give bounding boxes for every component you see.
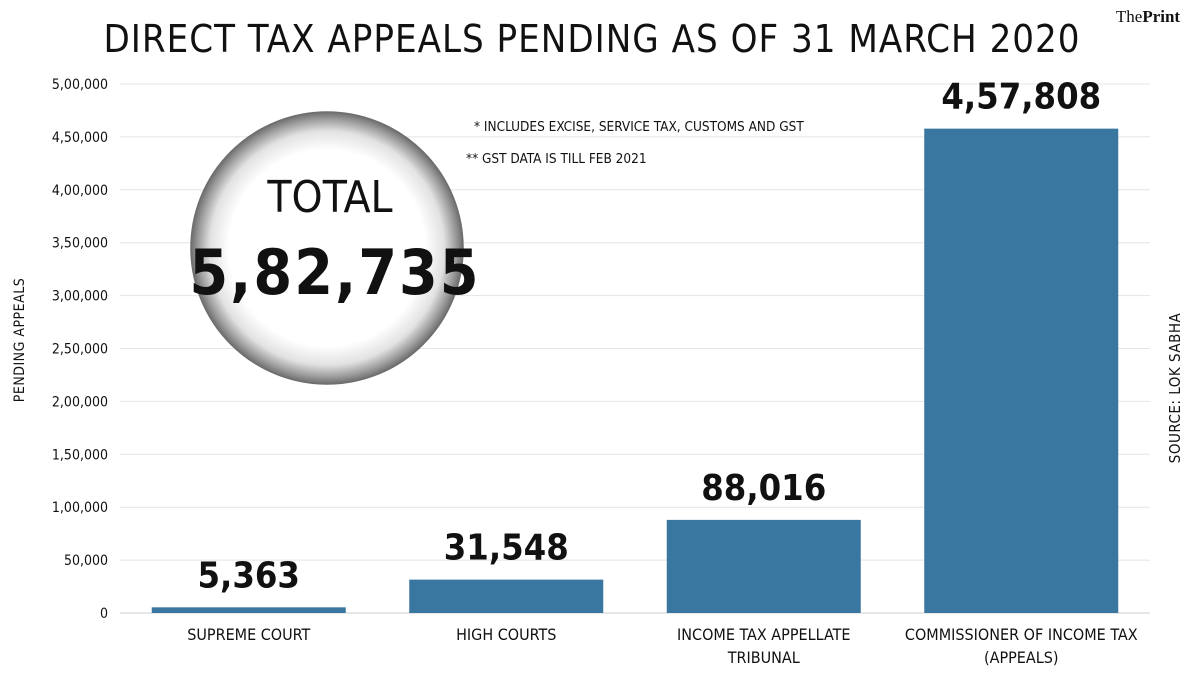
category-label: INCOME TAX APPELLATE	[677, 625, 850, 644]
data-labels: 5,363 31,548 88,016 4,57,808	[198, 77, 1102, 597]
y-tick-label: 1,50,000	[52, 447, 108, 463]
category-labels: SUPREME COURT HIGH COURTS INCOME TAX APPEL…	[187, 625, 1138, 667]
y-tick-label: 4,00,000	[52, 183, 108, 199]
bar	[409, 579, 604, 613]
chart-title: DIRECT TAX APPEALS PENDING AS OF 31 MARC…	[103, 17, 1080, 61]
y-tick-label: 3,00,000	[52, 289, 108, 305]
data-label: 5,363	[198, 555, 300, 596]
y-tick-label: 1,00,000	[52, 500, 108, 516]
note-2: ** GST DATA IS TILL FEB 2021	[466, 151, 647, 167]
y-axis-title: PENDING APPEALS	[12, 278, 28, 402]
bar	[924, 128, 1119, 613]
total-bubble-circle	[190, 111, 464, 385]
svg-text:ThePrint: ThePrint	[1116, 7, 1181, 26]
source-label: SOURCE: LOK SABHA	[1166, 313, 1184, 464]
category-label: COMMISSIONER OF INCOME TAX	[905, 625, 1138, 644]
total-bubble: TOTAL 5,82,735	[189, 111, 480, 385]
data-label: 31,548	[444, 528, 569, 569]
data-label: 88,016	[701, 468, 826, 509]
y-tick-label: 2,00,000	[52, 394, 108, 410]
category-label: TRIBUNAL	[727, 648, 800, 667]
data-label: 4,57,808	[941, 77, 1101, 118]
y-tick-label: 2,50,000	[52, 342, 108, 358]
total-label: TOTAL	[266, 172, 392, 223]
bar	[666, 519, 861, 613]
bars	[151, 128, 1119, 613]
y-tick-label: 50,000	[64, 553, 108, 569]
y-tick-label: 0	[100, 606, 108, 622]
brand-logo: ThePrint	[1116, 7, 1181, 26]
total-value: 5,82,735	[189, 236, 480, 309]
y-axis-ticks: 0 50,000 1,00,000 1,50,000 2,00,000 2,50,000 3…	[52, 77, 108, 622]
category-label: (APPEALS)	[984, 648, 1059, 667]
bar	[151, 607, 346, 613]
brand-print: Print	[1142, 7, 1180, 26]
y-tick-label: 5,00,000	[52, 77, 108, 93]
y-tick-label: 3,50,000	[52, 236, 108, 252]
note-1: * INCLUDES EXCISE, SERVICE TAX, CUSTOMS …	[474, 119, 804, 135]
brand-the: The	[1116, 7, 1142, 26]
category-label: SUPREME COURT	[187, 625, 310, 644]
category-label: HIGH COURTS	[456, 625, 556, 644]
y-tick-label: 4,50,000	[52, 130, 108, 146]
